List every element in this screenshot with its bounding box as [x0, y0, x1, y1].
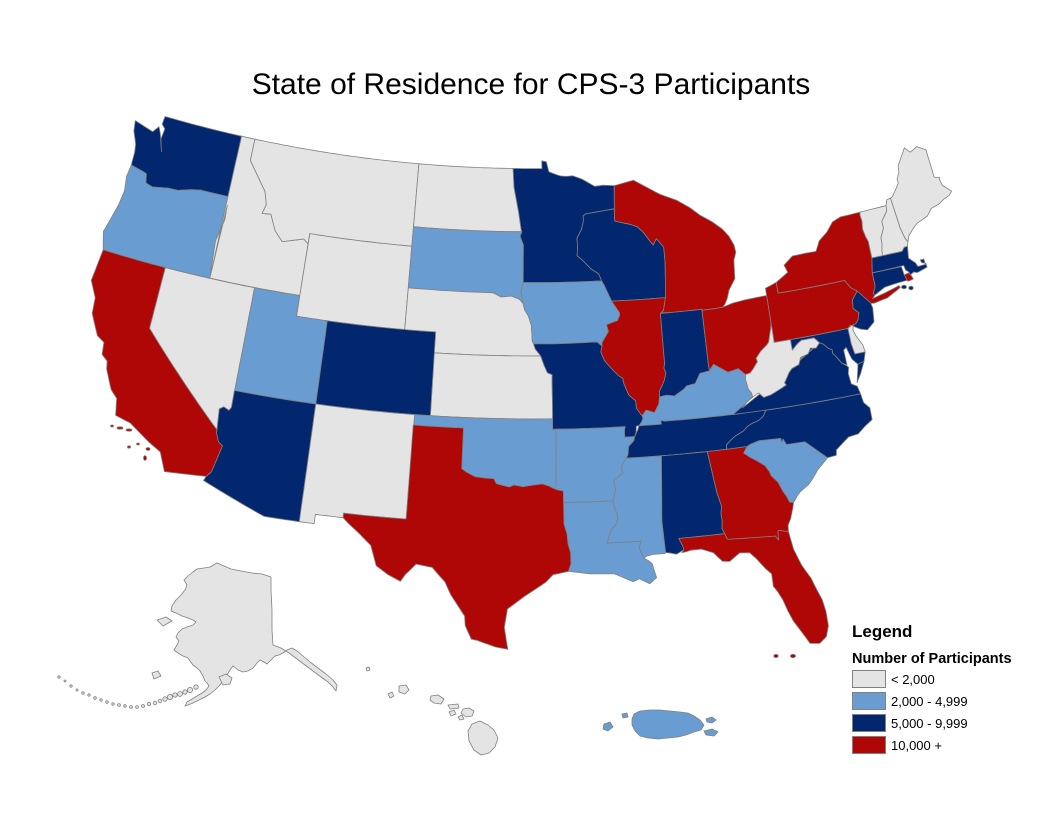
svg-text:5,000 - 9,999: 5,000 - 9,999	[891, 716, 968, 731]
svg-text:< 2,000: < 2,000	[891, 672, 935, 687]
svg-text:Legend: Legend	[852, 622, 912, 641]
svg-text:State of Residence for CPS-3 P: State of Residence for CPS-3 Participant…	[252, 68, 811, 101]
svg-text:Number of Participants: Number of Participants	[852, 651, 1012, 667]
svg-text:2,000 - 4,999: 2,000 - 4,999	[891, 694, 968, 709]
svg-text:10,000 +: 10,000 +	[891, 738, 942, 753]
